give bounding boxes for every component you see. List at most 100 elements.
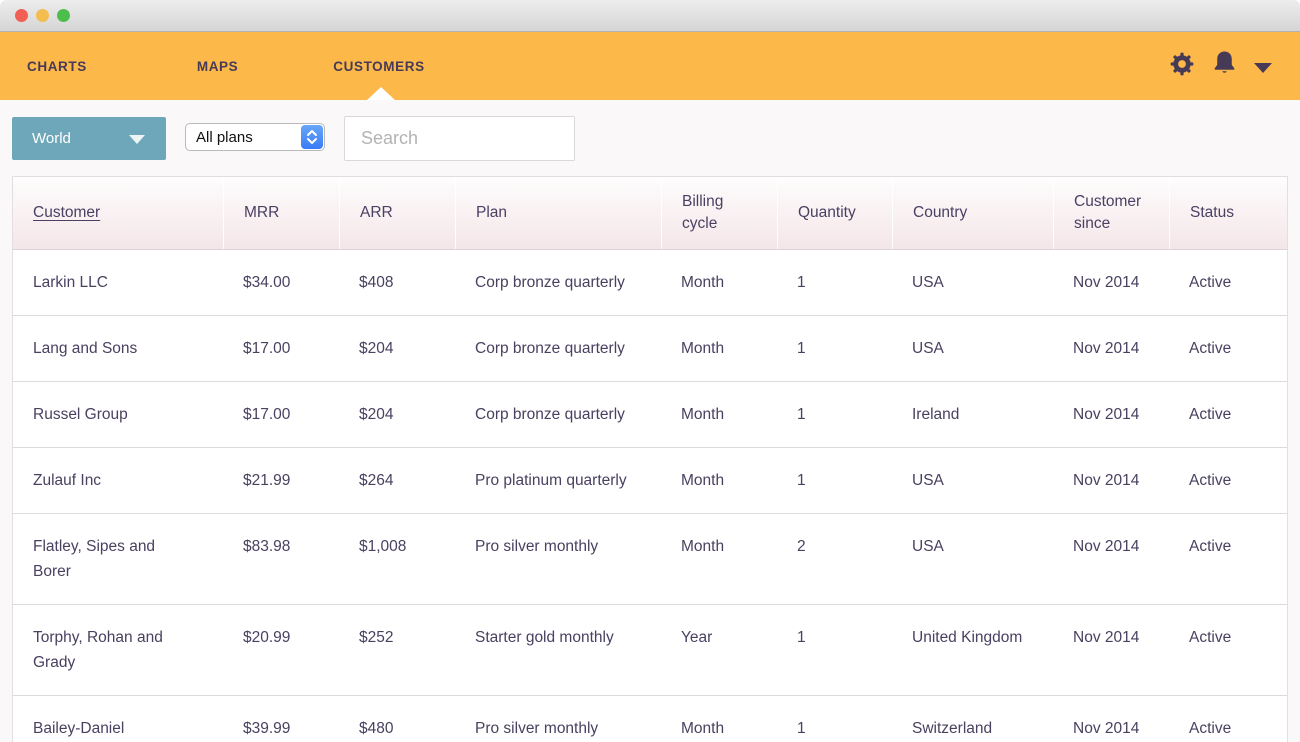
close-window-button[interactable]	[15, 9, 28, 22]
cell-customer: Larkin LLC	[33, 274, 108, 291]
column-header-label: Customer	[33, 204, 101, 221]
cell-status: Active	[1189, 720, 1232, 737]
column-header-label: Quantity	[798, 204, 856, 221]
cell-status: Active	[1189, 629, 1232, 646]
cell-mrr: $34.00	[243, 274, 291, 291]
tab-charts[interactable]: CHARTS	[27, 58, 87, 74]
cell-mrr: $83.98	[243, 538, 291, 555]
table-header: Customer MRR ARR Plan Billing cycle Quantity C…	[13, 177, 1287, 250]
column-header-arr[interactable]: ARR	[339, 177, 455, 249]
column-header-plan[interactable]: Plan	[455, 177, 661, 249]
chevron-down-icon[interactable]	[1254, 62, 1272, 73]
cell-arr: $408	[359, 274, 394, 291]
cell-customer: Torphy, Rohan and Grady	[33, 629, 163, 671]
cell-arr: $1,008	[359, 538, 407, 555]
cell-customer: Lang and Sons	[33, 340, 138, 357]
cell-mrr: $20.99	[243, 629, 291, 646]
active-tab-caret	[367, 87, 395, 100]
cell-country: United Kingdom	[912, 629, 1023, 646]
column-header-mrr[interactable]: MRR	[223, 177, 339, 249]
cell-country: Ireland	[912, 406, 960, 423]
dropdown-arrow-icon	[129, 135, 145, 144]
cell-customer_since: Nov 2014	[1073, 472, 1140, 489]
column-header-label: Country	[913, 204, 968, 221]
cell-status: Active	[1189, 538, 1232, 555]
select-stepper-icon	[301, 125, 323, 149]
plan-select-label: All plans	[196, 128, 253, 146]
cell-country: USA	[912, 340, 944, 357]
cell-quantity: 1	[797, 274, 806, 291]
cell-customer_since: Nov 2014	[1073, 406, 1140, 423]
table-body: Larkin LLC $34.00 $408 Corp bronze quarterl…	[13, 250, 1287, 742]
notifications-bell-icon[interactable]	[1212, 50, 1237, 82]
customers-table: Customer MRR ARR Plan Billing cycle Quantity C…	[12, 176, 1288, 742]
nav-bar: CHARTS MAPS CUSTOMERS	[0, 32, 1300, 100]
cell-country: Switzerland	[912, 720, 993, 737]
cell-customer: Flatley, Sipes and Borer	[33, 538, 156, 580]
table-row[interactable]: Flatley, Sipes and Borer $83.98 $1,008 Pro …	[13, 513, 1287, 604]
table-row[interactable]: Larkin LLC $34.00 $408 Corp bronze quarterl…	[13, 250, 1287, 315]
column-header-quantity[interactable]: Quantity	[777, 177, 892, 249]
column-header-label: Billing cycle	[682, 193, 724, 232]
column-header-customer[interactable]: Customer	[13, 177, 223, 249]
cell-billing_cycle: Month	[681, 538, 725, 555]
region-dropdown-label: World	[32, 130, 71, 147]
cell-arr: $204	[359, 340, 394, 357]
column-header-label: MRR	[244, 204, 280, 221]
region-dropdown[interactable]: World	[12, 117, 166, 160]
cell-customer: Bailey-Daniel	[33, 720, 125, 737]
cell-billing_cycle: Month	[681, 720, 725, 737]
plan-select[interactable]: All plans	[185, 123, 325, 151]
cell-arr: $264	[359, 472, 394, 489]
title-bar	[0, 0, 1300, 32]
minimize-window-button[interactable]	[36, 9, 49, 22]
column-header-status[interactable]: Status	[1169, 177, 1285, 249]
tab-maps[interactable]: MAPS	[196, 58, 239, 74]
cell-customer_since: Nov 2014	[1073, 629, 1140, 646]
cell-mrr: $17.00	[243, 340, 291, 357]
cell-mrr: $17.00	[243, 406, 291, 423]
tab-customers[interactable]: CUSTOMERS	[333, 58, 425, 74]
settings-gear-icon[interactable]	[1169, 51, 1195, 82]
table-row[interactable]: Lang and Sons $17.00 $204 Corp bronze quart…	[13, 315, 1287, 381]
cell-customer_since: Nov 2014	[1073, 274, 1140, 291]
cell-country: USA	[912, 472, 944, 489]
cell-customer_since: Nov 2014	[1073, 340, 1140, 357]
cell-status: Active	[1189, 340, 1232, 357]
cell-quantity: 1	[797, 406, 806, 423]
table-row[interactable]: Torphy, Rohan and Grady $20.99 $252 Starter…	[13, 604, 1287, 695]
zoom-window-button[interactable]	[57, 9, 70, 22]
cell-status: Active	[1189, 274, 1232, 291]
cell-billing_cycle: Year	[681, 629, 713, 646]
cell-customer: Zulauf Inc	[33, 472, 102, 489]
cell-country: USA	[912, 274, 944, 291]
column-header-label: ARR	[360, 204, 393, 221]
column-header-country[interactable]: Country	[892, 177, 1053, 249]
cell-arr: $480	[359, 720, 394, 737]
cell-plan: Corp bronze quarterly	[475, 340, 625, 357]
cell-plan: Corp bronze quarterly	[475, 406, 625, 423]
cell-billing_cycle: Month	[681, 340, 725, 357]
cell-customer_since: Nov 2014	[1073, 538, 1140, 555]
cell-billing_cycle: Month	[681, 406, 725, 423]
cell-plan: Starter gold monthly	[475, 629, 614, 646]
cell-plan: Pro silver monthly	[475, 720, 599, 737]
cell-status: Active	[1189, 472, 1232, 489]
table-row[interactable]: Russel Group $17.00 $204 Corp bronze quarte…	[13, 381, 1287, 447]
column-header-billing_cycle[interactable]: Billing cycle	[661, 177, 777, 249]
column-header-customer_since[interactable]: Customer since	[1053, 177, 1169, 249]
table-row[interactable]: Zulauf Inc $21.99 $264 Pro platinum quarter…	[13, 447, 1287, 513]
cell-arr: $204	[359, 406, 394, 423]
cell-customer: Russel Group	[33, 406, 128, 423]
table-row[interactable]: Bailey-Daniel $39.99 $480 Pro silver monthl…	[13, 695, 1287, 742]
cell-plan: Pro platinum quarterly	[475, 472, 627, 489]
cell-quantity: 1	[797, 340, 806, 357]
column-header-label: Plan	[476, 204, 508, 221]
cell-quantity: 1	[797, 472, 806, 489]
cell-quantity: 2	[797, 538, 806, 555]
cell-billing_cycle: Month	[681, 472, 725, 489]
column-header-label: Customer since	[1074, 193, 1142, 232]
cell-status: Active	[1189, 406, 1232, 423]
search-input[interactable]	[344, 116, 575, 161]
